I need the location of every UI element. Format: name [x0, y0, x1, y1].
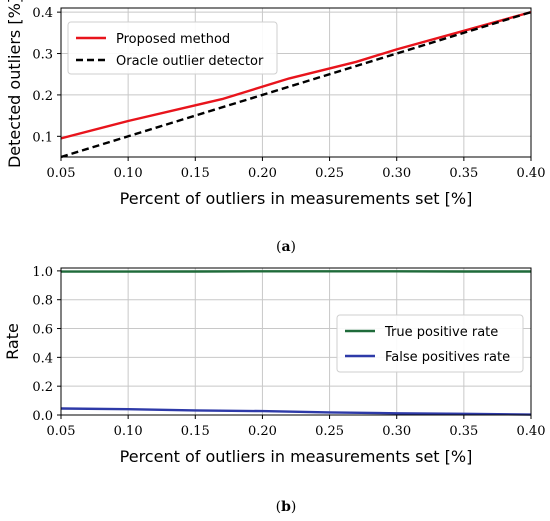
y-tick-label: 0.2: [32, 380, 53, 395]
x-tick-label: 0.40: [517, 424, 546, 439]
chart-b-series: [60, 270, 532, 416]
chart-b-y-axis-label: Rate: [3, 323, 22, 360]
legend-label-2: Oracle outlier detector: [116, 54, 264, 69]
x-tick-label: 0.40: [517, 166, 546, 181]
chart-a-legend: Proposed method Oracle outlier detector: [67, 21, 278, 75]
y-tick-label: 0.2: [32, 89, 53, 104]
chart-a-plot-frame: [60, 7, 532, 158]
chart-a: 0.05 0.10 0.15 0.20 0.25 0.30 0.35 0.40 0.1 0.2 0.…: [5, 0, 545, 255]
x-tick-label: 0.10: [114, 424, 143, 439]
x-tick-label: 0.35: [449, 424, 478, 439]
x-tick-label: 0.15: [181, 166, 210, 181]
x-tick-label: 0.25: [315, 166, 344, 181]
legend-label-1: True positive rate: [384, 325, 498, 340]
x-tick-label: 0.20: [248, 424, 277, 439]
chart-b-legend: True positive rate False positives rate: [336, 314, 524, 373]
x-tick-label: 0.10: [114, 166, 143, 181]
chart-b-ticks: 0.05 0.10 0.15 0.20 0.25 0.30 0.35 0.40 0.0 0.2 0.…: [32, 265, 545, 439]
series-line-2: [60, 10, 532, 159]
y-tick-label: 0.0: [32, 409, 53, 424]
x-tick-label: 0.05: [47, 424, 76, 439]
chart-a-ticks: 0.05 0.10 0.15 0.20 0.25 0.30 0.35 0.40 0.1 0.2 0.…: [32, 6, 545, 181]
x-tick-label: 0.35: [449, 166, 478, 181]
x-tick-label: 0.15: [181, 424, 210, 439]
x-tick-label: 0.30: [382, 166, 411, 181]
chart-a-x-axis-label: Percent of outliers in measurements set …: [120, 189, 473, 208]
x-tick-label: 0.30: [382, 424, 411, 439]
legend-box: [336, 314, 524, 373]
legend-label-1: Proposed method: [116, 32, 230, 47]
series-line-1: [60, 10, 532, 140]
legend-label-2: False positives rate: [385, 350, 510, 365]
chart-a-y-axis-label: Detected outliers [%]: [5, 0, 24, 168]
y-tick-label: 0.3: [32, 48, 53, 63]
y-tick-label: 1.0: [32, 265, 53, 280]
y-tick-label: 0.8: [32, 294, 53, 309]
chart-b-caption: (b): [276, 499, 297, 515]
legend-box: [67, 21, 278, 75]
chart-b: 0.05 0.10 0.15 0.20 0.25 0.30 0.35 0.40 0.0 0.2 0.…: [3, 265, 545, 515]
y-tick-label: 0.4: [32, 6, 53, 21]
y-tick-label: 0.4: [32, 351, 53, 366]
chart-a-caption: (a): [276, 239, 296, 255]
y-tick-label: 0.1: [32, 130, 53, 145]
chart-b-plot-frame: [60, 267, 532, 416]
chart-a-series: [60, 10, 532, 159]
series-line-2: [60, 407, 532, 416]
x-tick-label: 0.05: [47, 166, 76, 181]
x-tick-label: 0.20: [248, 166, 277, 181]
y-tick-label: 0.6: [32, 323, 53, 338]
x-tick-label: 0.25: [315, 424, 344, 439]
chart-b-x-axis-label: Percent of outliers in measurements set …: [120, 447, 473, 466]
